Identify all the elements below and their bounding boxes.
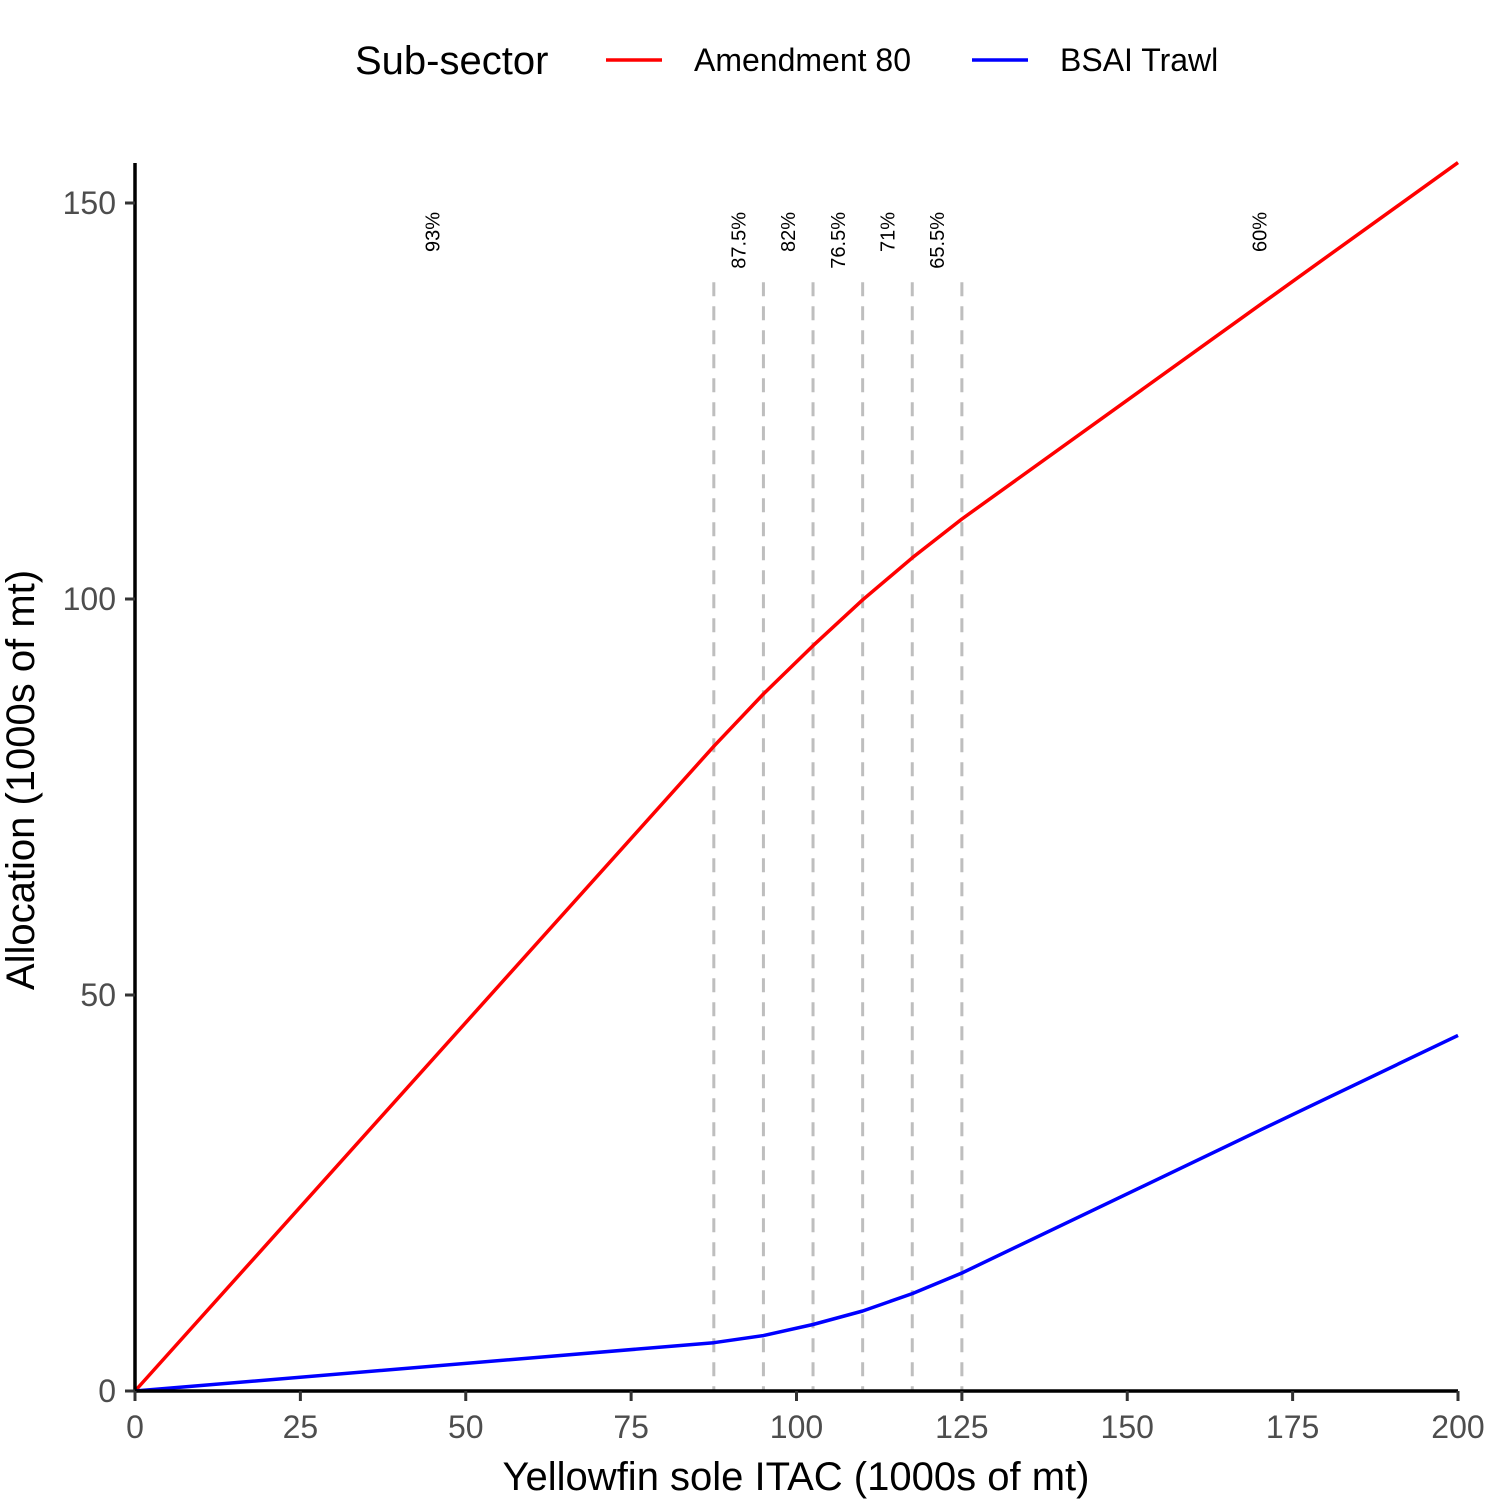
x-tick-label: 175 — [1266, 1409, 1319, 1445]
legend: Sub-sector Amendment 80 BSAI Trawl — [355, 39, 1218, 83]
x-tick-label: 50 — [448, 1409, 484, 1445]
rate-label: 82% — [778, 212, 800, 252]
y-tick-label: 50 — [80, 977, 116, 1013]
legend-title: Sub-sector — [355, 39, 548, 83]
x-tick-label: 25 — [283, 1409, 319, 1445]
rate-label: 87.5% — [729, 212, 751, 269]
legend-label-amendment-80: Amendment 80 — [694, 42, 911, 78]
y-tick-label: 0 — [98, 1373, 116, 1409]
y-tick-label: 100 — [63, 581, 116, 617]
x-tick-label: 150 — [1101, 1409, 1154, 1445]
x-tick-label: 100 — [770, 1409, 823, 1445]
y-axis-ticks: 0 50 100 150 — [63, 185, 135, 1409]
series-line-amendment-80 — [133, 161, 1460, 1393]
x-tick-label: 75 — [613, 1409, 649, 1445]
rate-annotations: 93% 87.5% 82% 76.5% 71% 65.5% 60% — [423, 212, 1272, 269]
y-axis-title: Allocation (1000s of mt) — [0, 570, 43, 990]
rate-label: 76.5% — [828, 212, 850, 269]
rate-label: 71% — [877, 212, 899, 252]
x-axis-title: Yellowfin sole ITAC (1000s of mt) — [503, 1455, 1090, 1499]
threshold-lines — [712, 282, 964, 1391]
series-lines — [133, 161, 1460, 1393]
rate-label: 60% — [1250, 212, 1272, 252]
series-line-bsai-trawl — [134, 1033, 1459, 1393]
legend-label-bsai-trawl: BSAI Trawl — [1060, 42, 1218, 78]
x-axis-ticks: 0 25 50 75 100 125 150 175 200 — [126, 1391, 1485, 1445]
rate-label: 65.5% — [927, 212, 949, 269]
x-tick-label: 200 — [1431, 1409, 1484, 1445]
x-tick-label: 125 — [935, 1409, 988, 1445]
rate-label: 93% — [423, 212, 445, 252]
y-tick-label: 150 — [63, 185, 116, 221]
x-tick-label: 0 — [126, 1409, 144, 1445]
